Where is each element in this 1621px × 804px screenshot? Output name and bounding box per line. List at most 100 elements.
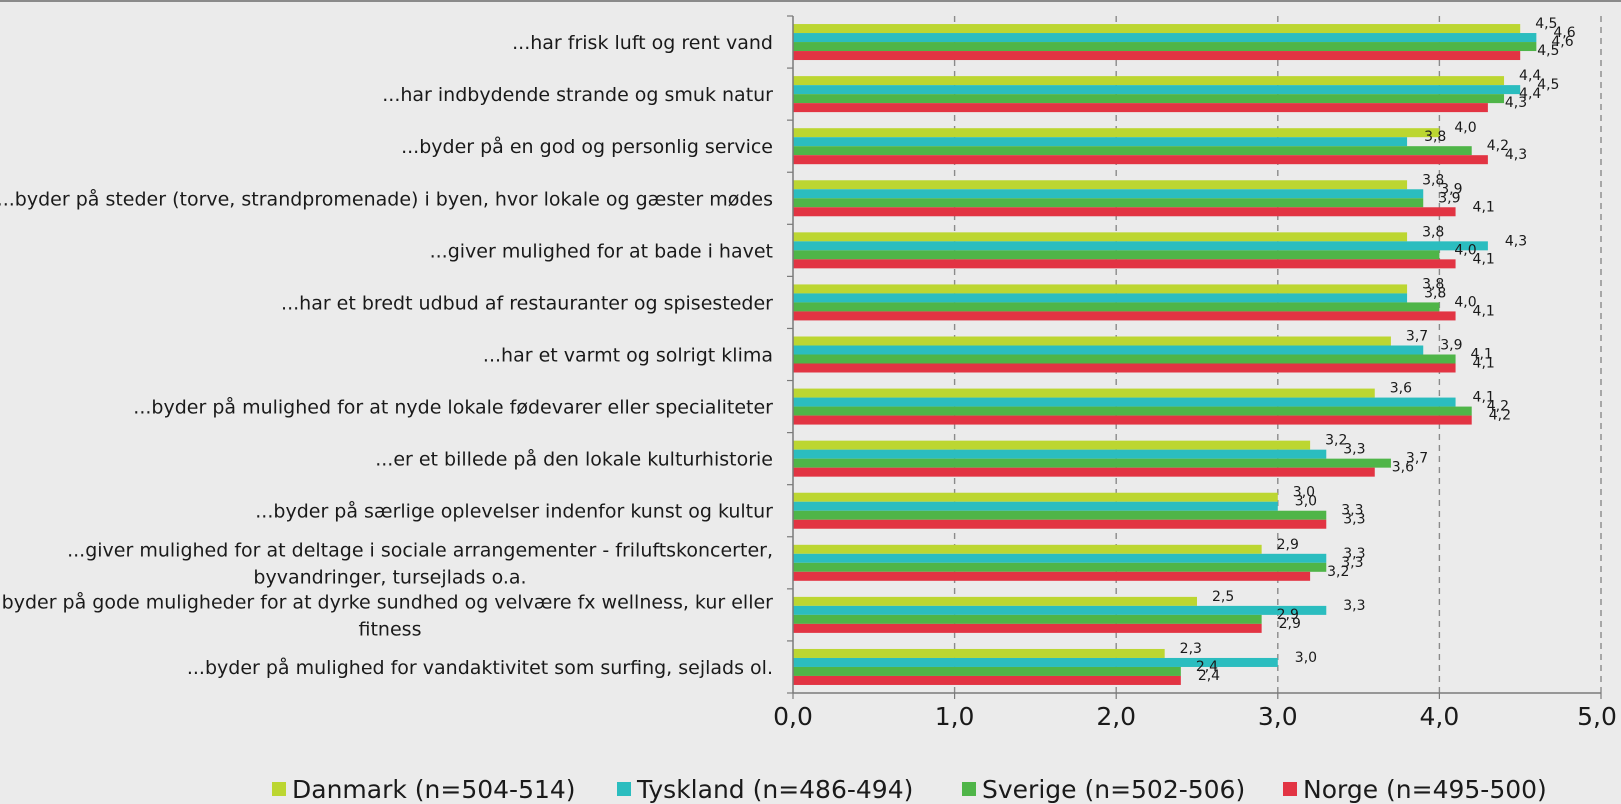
bar	[793, 397, 1456, 407]
bar	[793, 103, 1488, 113]
legend-label: Norge (n=495-500)	[1303, 775, 1547, 804]
bar	[793, 259, 1456, 269]
bar	[793, 302, 1440, 312]
bar	[793, 354, 1456, 364]
data-label: 2,4	[1198, 668, 1220, 684]
bar	[793, 155, 1488, 165]
category-label: fitness	[359, 618, 422, 640]
data-label: 4,1	[1471, 347, 1493, 363]
bar	[793, 51, 1521, 61]
data-label: 3,8	[1424, 129, 1446, 145]
data-label: 4,1	[1473, 303, 1495, 319]
data-label: 3,8	[1422, 276, 1444, 292]
data-label: 4,2	[1487, 138, 1509, 154]
data-label: 4,2	[1489, 408, 1511, 424]
data-label: 3,9	[1440, 181, 1462, 197]
bar	[793, 345, 1424, 355]
data-label: 4,3	[1505, 147, 1527, 163]
x-tick-label: 3,0	[1258, 702, 1298, 731]
bar	[793, 293, 1408, 303]
category-label: byvandringer, tursejlads o.a.	[253, 566, 526, 588]
data-label: 4,3	[1505, 233, 1527, 249]
data-label: 3,0	[1293, 485, 1315, 501]
bar	[793, 94, 1505, 104]
bar	[793, 85, 1521, 95]
bar	[793, 311, 1456, 321]
data-label: 2,9	[1277, 537, 1299, 553]
data-label: 4,5	[1537, 43, 1559, 59]
category-label: ...har et bredt udbud af restauranter og…	[281, 292, 773, 314]
data-label: 3,3	[1341, 555, 1363, 571]
bar	[793, 336, 1391, 346]
data-label: 3,2	[1325, 433, 1347, 449]
bar	[793, 675, 1181, 685]
data-label: 2,9	[1277, 607, 1299, 623]
legend-item: Tyskland (n=486-494)	[617, 775, 913, 804]
bar	[793, 241, 1488, 251]
category-label: ...er et billede på den lokale kulturhis…	[375, 448, 773, 471]
data-label: 4,3	[1505, 95, 1527, 111]
data-label: 4,5	[1535, 16, 1557, 32]
bar	[793, 666, 1181, 676]
legend-swatch	[962, 782, 976, 796]
legend-item: Danmark (n=504-514)	[272, 775, 576, 804]
bar	[793, 519, 1327, 529]
data-label: 4,4	[1519, 68, 1541, 84]
bar	[793, 363, 1456, 373]
bar	[793, 388, 1375, 398]
x-tick-label: 4,0	[1420, 702, 1460, 731]
data-label: 3,8	[1424, 285, 1446, 301]
data-label: 3,3	[1343, 442, 1365, 458]
category-label: ...har frisk luft og rent vand	[512, 32, 773, 54]
bar	[793, 137, 1408, 147]
data-label: 4,1	[1473, 390, 1495, 406]
legend-label: Danmark (n=504-514)	[292, 775, 576, 804]
category-label: ...byder på steder (torve, strandpromena…	[0, 187, 773, 210]
data-label: 3,6	[1392, 460, 1414, 476]
data-label: 4,1	[1473, 251, 1495, 267]
bar	[793, 510, 1327, 520]
data-label: 2,4	[1196, 659, 1218, 675]
legend-swatch	[272, 782, 286, 796]
data-label: 3,3	[1343, 546, 1365, 562]
data-label: 4,1	[1473, 356, 1495, 372]
bar	[793, 284, 1408, 294]
x-tick-label: 2,0	[1096, 702, 1136, 731]
bar	[793, 492, 1278, 502]
bar	[793, 128, 1440, 138]
bar	[793, 440, 1311, 450]
data-label: 4,0	[1454, 120, 1476, 136]
data-label: 3,7	[1406, 451, 1428, 467]
data-label: 3,0	[1295, 494, 1317, 510]
bar	[793, 553, 1327, 563]
data-label: 2,5	[1212, 589, 1234, 605]
legend-label: Tyskland (n=486-494)	[636, 775, 913, 804]
bar	[793, 648, 1165, 658]
category-label: ...byder på mulighed for at nyde lokale …	[133, 396, 773, 419]
bar	[793, 198, 1424, 208]
bar	[793, 571, 1311, 581]
x-tick-label: 1,0	[935, 702, 975, 731]
data-label: 3,2	[1327, 564, 1349, 580]
data-label: 3,9	[1440, 338, 1462, 354]
data-label: 3,6	[1390, 381, 1412, 397]
bar	[793, 544, 1262, 554]
category-label: ...byder på gode muligheder for at dyrke…	[0, 590, 773, 613]
bar	[793, 562, 1327, 572]
bar	[793, 207, 1456, 217]
data-label: 4,5	[1537, 77, 1559, 93]
bar	[793, 146, 1472, 156]
bar	[793, 596, 1197, 606]
bar	[793, 415, 1472, 425]
data-label: 3,3	[1343, 598, 1365, 614]
bar	[793, 42, 1537, 52]
data-label: 3,3	[1341, 503, 1363, 519]
legend-label: Sverige (n=502-506)	[982, 775, 1245, 804]
bar	[793, 232, 1408, 242]
category-label: ...byder på en god og personlig service	[401, 135, 773, 158]
category-label: ...giver mulighed for at bade i havet	[430, 240, 773, 262]
data-label: 4,2	[1487, 399, 1509, 415]
top-rule	[0, 0, 1621, 2]
bar	[793, 467, 1375, 477]
